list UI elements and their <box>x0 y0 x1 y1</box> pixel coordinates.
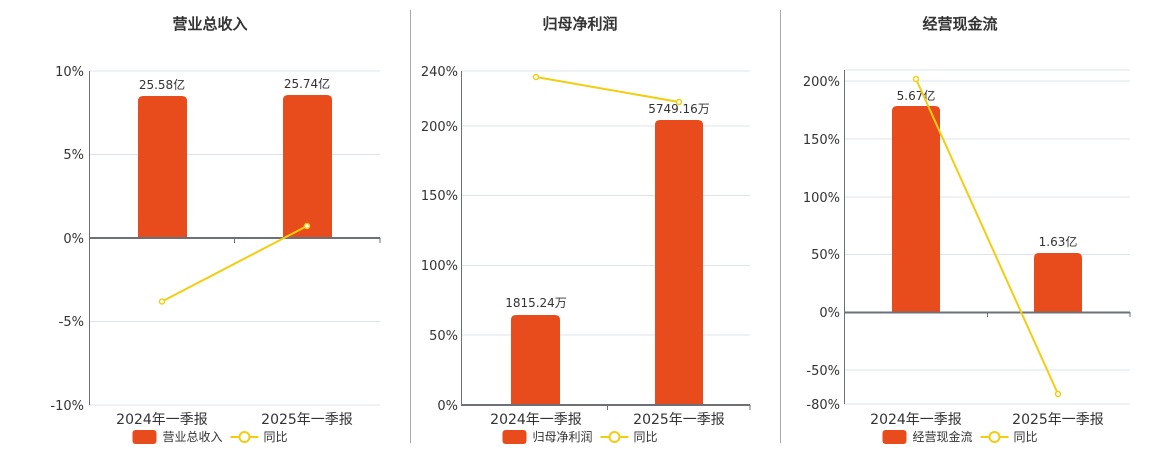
chart-net-profit: 240% 200% 150% 100% 50% 0% 1815.24万 5749… <box>421 65 751 428</box>
panel-divider-2 <box>780 10 781 443</box>
x-category-label: 2025年一季报 <box>633 412 725 428</box>
chart-cash-flow: 200% 150% 100% 50% 0% -50% -80% 5.67亿 1.… <box>803 69 1131 428</box>
bar-value-label: 1815.24万 <box>505 296 567 310</box>
legend-line-icon[interactable] <box>600 430 629 444</box>
y-tick-label: 5% <box>63 148 84 163</box>
bar-2024q1 <box>138 96 187 238</box>
legend-line-label[interactable]: 同比 <box>263 430 288 444</box>
legend-bar-swatch[interactable] <box>132 429 157 444</box>
chart-title-net-profit: 归母净利润 <box>542 15 618 33</box>
yoy-point <box>912 75 920 83</box>
y-tick-label: 50% <box>811 248 840 263</box>
y-axis-labels: 200% 150% 100% 50% 0% -50% -80% <box>803 75 840 413</box>
yoy-point <box>675 98 683 106</box>
y-tick-label: 10% <box>55 65 84 80</box>
bar-2025q1 <box>283 95 332 238</box>
legend-bar-label[interactable]: 经营现金流 <box>912 430 973 444</box>
bar-2024q1 <box>511 315 560 405</box>
legend-net-profit: 归母净利润 同比 <box>502 428 658 445</box>
x-category-label: 2025年一季报 <box>1012 412 1104 428</box>
legend-line-label[interactable]: 同比 <box>1013 430 1038 444</box>
legend-bar-label[interactable]: 营业总收入 <box>162 430 223 444</box>
y-tick-label: 50% <box>429 329 458 344</box>
bar-2025q1 <box>1034 253 1082 312</box>
y-tick-label: 0% <box>819 306 840 321</box>
y-tick-label: 200% <box>421 120 458 135</box>
bar-value-label: 25.58亿 <box>139 77 185 92</box>
gridlines <box>844 69 1130 405</box>
chart-title-cash-flow: 经营现金流 <box>922 15 998 33</box>
legend-bar-swatch[interactable] <box>502 429 527 444</box>
legend-line-label[interactable]: 同比 <box>633 430 658 444</box>
legend-bar-swatch[interactable] <box>882 429 907 444</box>
panel-divider-1 <box>410 10 411 443</box>
bar-2024q1 <box>892 106 940 312</box>
x-category-label: 2024年一季报 <box>116 412 208 428</box>
legend-line-icon[interactable] <box>230 430 259 444</box>
yoy-point <box>158 298 166 305</box>
y-tick-label: 100% <box>421 259 458 274</box>
y-tick-label: -50% <box>806 364 840 379</box>
x-category-label: 2024年一季报 <box>490 412 582 428</box>
chart-revenue: 10% 5% 0% -5% -10% 25.58亿 25.74亿 2024年一季… <box>50 65 381 428</box>
y-tick-label: -10% <box>50 399 84 414</box>
legend-cash-flow: 经营现金流 同比 <box>882 428 1038 445</box>
y-tick-label: -80% <box>806 398 840 413</box>
bar-value-label: 5.67亿 <box>897 88 936 103</box>
x-category-label: 2025年一季报 <box>261 412 353 428</box>
y-tick-label: 0% <box>63 232 84 247</box>
legend-line-icon[interactable] <box>980 430 1009 444</box>
y-tick-label: -5% <box>59 315 84 330</box>
bar-value-label: 5749.16万 <box>648 102 710 116</box>
y-tick-label: 150% <box>803 133 840 148</box>
y-tick-label: 200% <box>803 75 840 90</box>
y-axis-labels: 10% 5% 0% -5% -10% <box>50 65 84 414</box>
gridlines <box>89 70 380 406</box>
y-axis-labels: 240% 200% 150% 100% 50% 0% <box>421 65 458 414</box>
bar-value-label: 1.63亿 <box>1039 234 1078 249</box>
yoy-point <box>1054 390 1062 398</box>
yoy-line <box>915 78 1059 395</box>
x-category-label: 2024年一季报 <box>870 412 962 428</box>
chart-title-revenue: 营业总收入 <box>172 15 248 33</box>
y-tick-label: 0% <box>437 399 458 414</box>
yoy-point <box>532 73 540 81</box>
y-tick-label: 150% <box>421 189 458 204</box>
bar-value-label: 25.74亿 <box>284 76 330 91</box>
yoy-point <box>303 222 311 230</box>
legend-bar-label[interactable]: 归母净利润 <box>532 430 593 444</box>
y-tick-label: 100% <box>803 191 840 206</box>
y-tick-label: 240% <box>421 65 458 80</box>
yoy-line <box>161 225 308 303</box>
legend-revenue: 营业总收入 同比 <box>132 428 288 445</box>
bar-2025q1 <box>655 120 703 405</box>
yoy-line <box>535 76 680 103</box>
